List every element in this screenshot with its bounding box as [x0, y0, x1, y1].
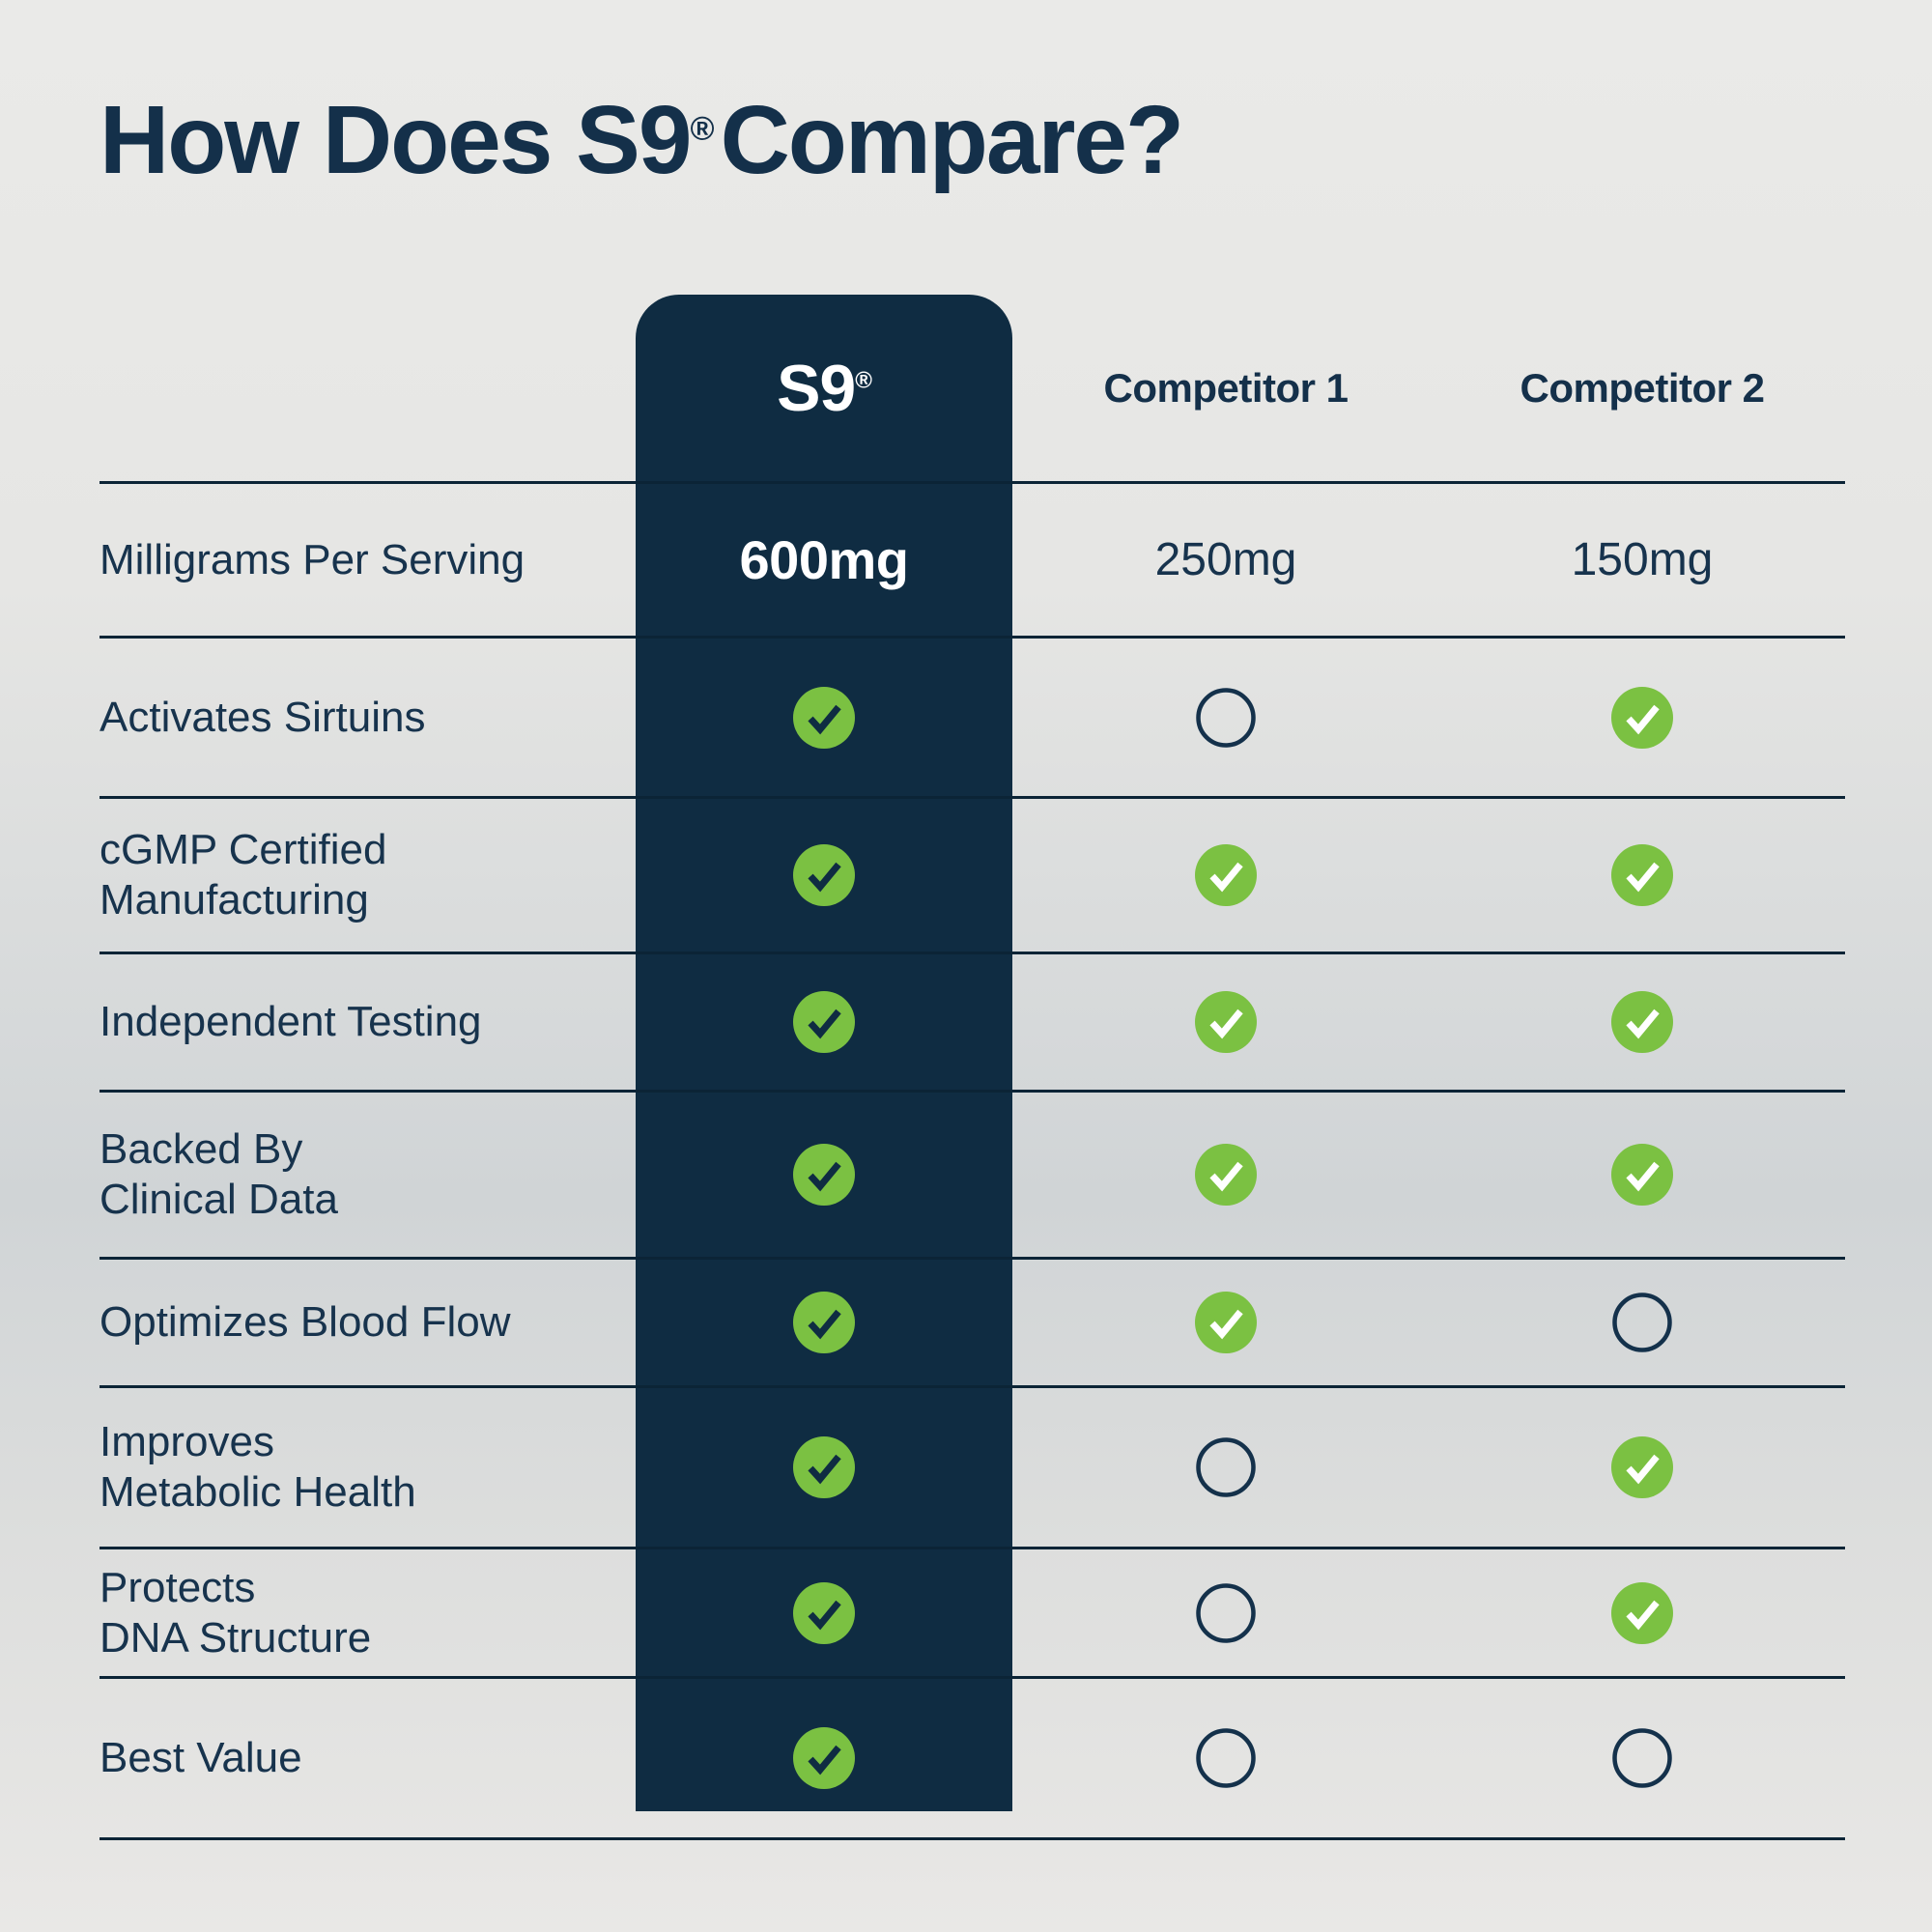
check-circle-icon — [793, 1292, 855, 1353]
competitor1-column-header: Competitor 1 — [1103, 364, 1349, 411]
row-label: Optimizes Blood Flow — [99, 1298, 511, 1347]
comp2-value-cell — [1439, 1293, 1845, 1352]
table-row: Protects DNA Structure — [99, 1547, 1845, 1676]
registered-trademark-icon: ® — [690, 110, 715, 148]
comp1-value-cell — [1012, 1292, 1439, 1353]
s9-value-cell: 600mg — [739, 529, 909, 590]
comp2-value-cell — [1439, 1581, 1845, 1644]
check-circle-icon — [1195, 1144, 1257, 1206]
s9-value-cell — [636, 686, 1012, 749]
comp2-value-cell — [1439, 1728, 1845, 1788]
row-label: Milligrams Per Serving — [99, 535, 526, 583]
check-circle-icon — [793, 1144, 855, 1206]
check-circle-icon — [793, 844, 855, 906]
s9-value-cell — [636, 1292, 1012, 1353]
competitor2-column-header: Competitor 2 — [1520, 364, 1765, 411]
empty-circle-icon — [1196, 687, 1256, 748]
check-circle-icon — [1611, 1144, 1673, 1206]
row-label: Backed By Clinical Data — [99, 1125, 338, 1223]
row-label: cGMP Certified Manufacturing — [99, 826, 387, 923]
table-row: Milligrams Per Serving 600mg 250mg 150mg — [99, 481, 1845, 636]
product-logo: S9® — [777, 351, 872, 425]
check-circle-icon — [1611, 991, 1673, 1053]
row-label: Improves Metabolic Health — [99, 1418, 416, 1516]
check-circle-icon — [793, 991, 855, 1053]
comp2-value-cell — [1439, 1144, 1845, 1206]
comp1-value-cell: 250mg — [1154, 534, 1297, 585]
comparison-table: S9® Competitor 1 Competitor 2 Milligrams… — [99, 295, 1845, 1840]
table-header-row: S9® Competitor 1 Competitor 2 — [99, 295, 1845, 481]
product-column-background — [636, 295, 1012, 1811]
empty-circle-icon — [1196, 1728, 1256, 1788]
comp2-value-cell — [1439, 844, 1845, 906]
comp1-value-cell — [1012, 1144, 1439, 1206]
check-circle-icon — [793, 1436, 855, 1498]
row-label: Protects DNA Structure — [99, 1563, 372, 1662]
row-label: Best Value — [99, 1734, 302, 1782]
table-row: cGMP Certified Manufacturing — [99, 796, 1845, 952]
comp2-value-cell — [1439, 1436, 1845, 1498]
comp1-value-cell — [1012, 1582, 1439, 1643]
table-row: Independent Testing — [99, 952, 1845, 1090]
title-text-2: Compare? — [720, 86, 1185, 194]
check-circle-icon — [793, 1581, 855, 1644]
comp2-value-cell — [1439, 686, 1845, 749]
comp1-value-cell — [1012, 687, 1439, 748]
page-title: How Does S9®Compare? — [99, 85, 1185, 196]
row-label: Activates Sirtuins — [99, 693, 426, 741]
table-row: Optimizes Blood Flow — [99, 1257, 1845, 1385]
table-row: Activates Sirtuins — [99, 636, 1845, 796]
s9-value-cell — [636, 844, 1012, 906]
s9-value-cell — [636, 1144, 1012, 1206]
s9-value-cell — [636, 1727, 1012, 1789]
check-circle-icon — [793, 1727, 855, 1789]
title-text: How Does S9 — [99, 86, 692, 194]
s9-value-cell — [636, 991, 1012, 1053]
check-circle-icon — [1611, 1581, 1673, 1644]
comp2-value-cell: 150mg — [1571, 534, 1714, 585]
table-row: Backed By Clinical Data — [99, 1090, 1845, 1257]
row-label: Independent Testing — [99, 998, 482, 1046]
s9-value-cell — [636, 1581, 1012, 1644]
comp1-value-cell — [1012, 991, 1439, 1053]
empty-circle-icon — [1612, 1293, 1672, 1352]
empty-circle-icon — [1196, 1437, 1256, 1497]
check-circle-icon — [793, 686, 855, 749]
registered-trademark-icon: ® — [855, 366, 872, 393]
check-circle-icon — [1195, 844, 1257, 906]
product-column-header: S9® — [636, 351, 1012, 426]
comp2-value-cell — [1439, 991, 1845, 1053]
comp1-value-cell — [1012, 1437, 1439, 1497]
check-circle-icon — [1611, 844, 1673, 906]
comp1-value-cell — [1012, 1728, 1439, 1788]
table-row: Improves Metabolic Health — [99, 1385, 1845, 1547]
check-circle-icon — [1195, 991, 1257, 1053]
s9-value-cell — [636, 1436, 1012, 1498]
empty-circle-icon — [1196, 1582, 1256, 1643]
check-circle-icon — [1611, 1436, 1673, 1498]
empty-circle-icon — [1612, 1728, 1672, 1788]
comp1-value-cell — [1012, 844, 1439, 906]
check-circle-icon — [1195, 1292, 1257, 1353]
check-circle-icon — [1611, 686, 1673, 749]
table-row: Best Value — [99, 1676, 1845, 1840]
